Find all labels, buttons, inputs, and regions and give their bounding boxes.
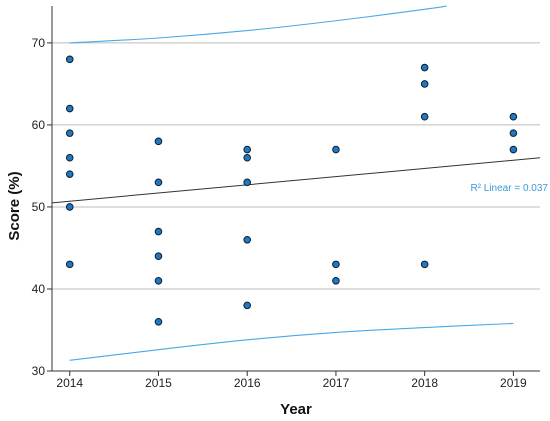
y-tick-label: 50 — [32, 200, 46, 214]
x-tick-label: 2016 — [234, 376, 261, 390]
x-tick-label: 2018 — [411, 376, 438, 390]
y-tick-label: 30 — [32, 364, 46, 378]
data-points — [65, 55, 518, 326]
data-point — [243, 235, 251, 244]
data-point — [154, 227, 163, 236]
data-point — [154, 276, 163, 285]
axes — [47, 6, 540, 376]
x-axis-title: Year — [280, 401, 312, 418]
x-tick-label: 2017 — [323, 376, 350, 390]
linear-fit-line — [51, 157, 541, 204]
data-point — [420, 112, 429, 121]
x-tick-label: 2019 — [500, 376, 527, 390]
fit-curves — [51, 5, 541, 361]
data-point — [243, 153, 251, 162]
data-point — [332, 260, 340, 269]
data-point — [420, 63, 429, 72]
data-point — [332, 145, 340, 154]
data-point — [65, 55, 74, 64]
tick-labels: 30 40 50 60 70 2014 2015 2016 2017 2018 2019 — [32, 36, 527, 390]
data-point — [154, 317, 163, 326]
data-point — [243, 178, 251, 187]
data-point — [509, 112, 518, 121]
y-tick-label: 60 — [32, 118, 46, 132]
data-point — [154, 178, 163, 187]
lower-confidence-curve — [69, 322, 514, 361]
data-point — [65, 104, 74, 113]
data-point — [65, 153, 74, 162]
data-point — [65, 129, 74, 137]
upper-confidence-curve — [69, 5, 447, 44]
r-squared-annotation: R² Linear = 0.037 — [470, 183, 548, 194]
data-point — [65, 203, 74, 211]
data-point — [420, 260, 429, 269]
data-point — [332, 276, 340, 285]
data-point — [154, 252, 163, 260]
y-tick-label: 70 — [32, 36, 46, 50]
data-point — [154, 137, 163, 146]
x-tick-label: 2014 — [56, 376, 83, 390]
data-point — [65, 260, 74, 269]
data-point — [243, 145, 251, 154]
data-point — [420, 80, 429, 88]
data-point — [509, 145, 518, 154]
data-point — [243, 301, 251, 310]
gridlines — [52, 42, 540, 290]
y-tick-label: 40 — [32, 282, 46, 296]
y-axis-title: Score (%) — [6, 171, 23, 240]
data-point — [65, 170, 74, 178]
x-tick-label: 2015 — [145, 376, 172, 390]
data-point — [509, 129, 518, 137]
